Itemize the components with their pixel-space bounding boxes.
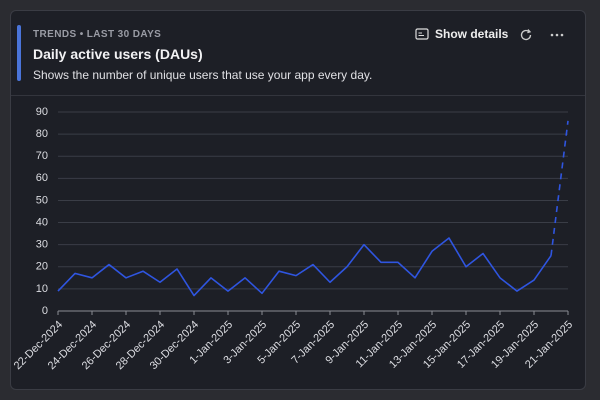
card-title: Daily active users (DAUs) <box>33 46 203 62</box>
y-tick-label: 20 <box>36 261 48 273</box>
divider <box>11 95 585 96</box>
y-tick-label: 30 <box>36 239 48 251</box>
more-icon[interactable] <box>549 28 565 42</box>
accent-bar <box>17 25 21 81</box>
data-line <box>57 237 552 297</box>
show-details-button[interactable]: Show details <box>415 27 508 41</box>
eyebrow: TRENDS • LAST 30 DAYS <box>33 29 162 40</box>
card-description: Shows the number of unique users that us… <box>33 68 373 82</box>
y-tick-label: 10 <box>36 283 48 295</box>
y-tick-label: 80 <box>36 128 48 140</box>
details-icon <box>415 28 429 40</box>
refresh-icon[interactable] <box>519 28 533 42</box>
button-label[interactable]: Show details <box>435 27 509 41</box>
y-tick-label: 70 <box>36 150 48 162</box>
y-tick-label: 60 <box>36 172 48 184</box>
y-tick-label: 90 <box>36 106 48 118</box>
y-tick-label: 50 <box>36 194 48 206</box>
y-tick-label: 40 <box>36 216 48 228</box>
y-tick-label: 0 <box>42 305 48 317</box>
data-line-incomplete <box>550 120 569 256</box>
